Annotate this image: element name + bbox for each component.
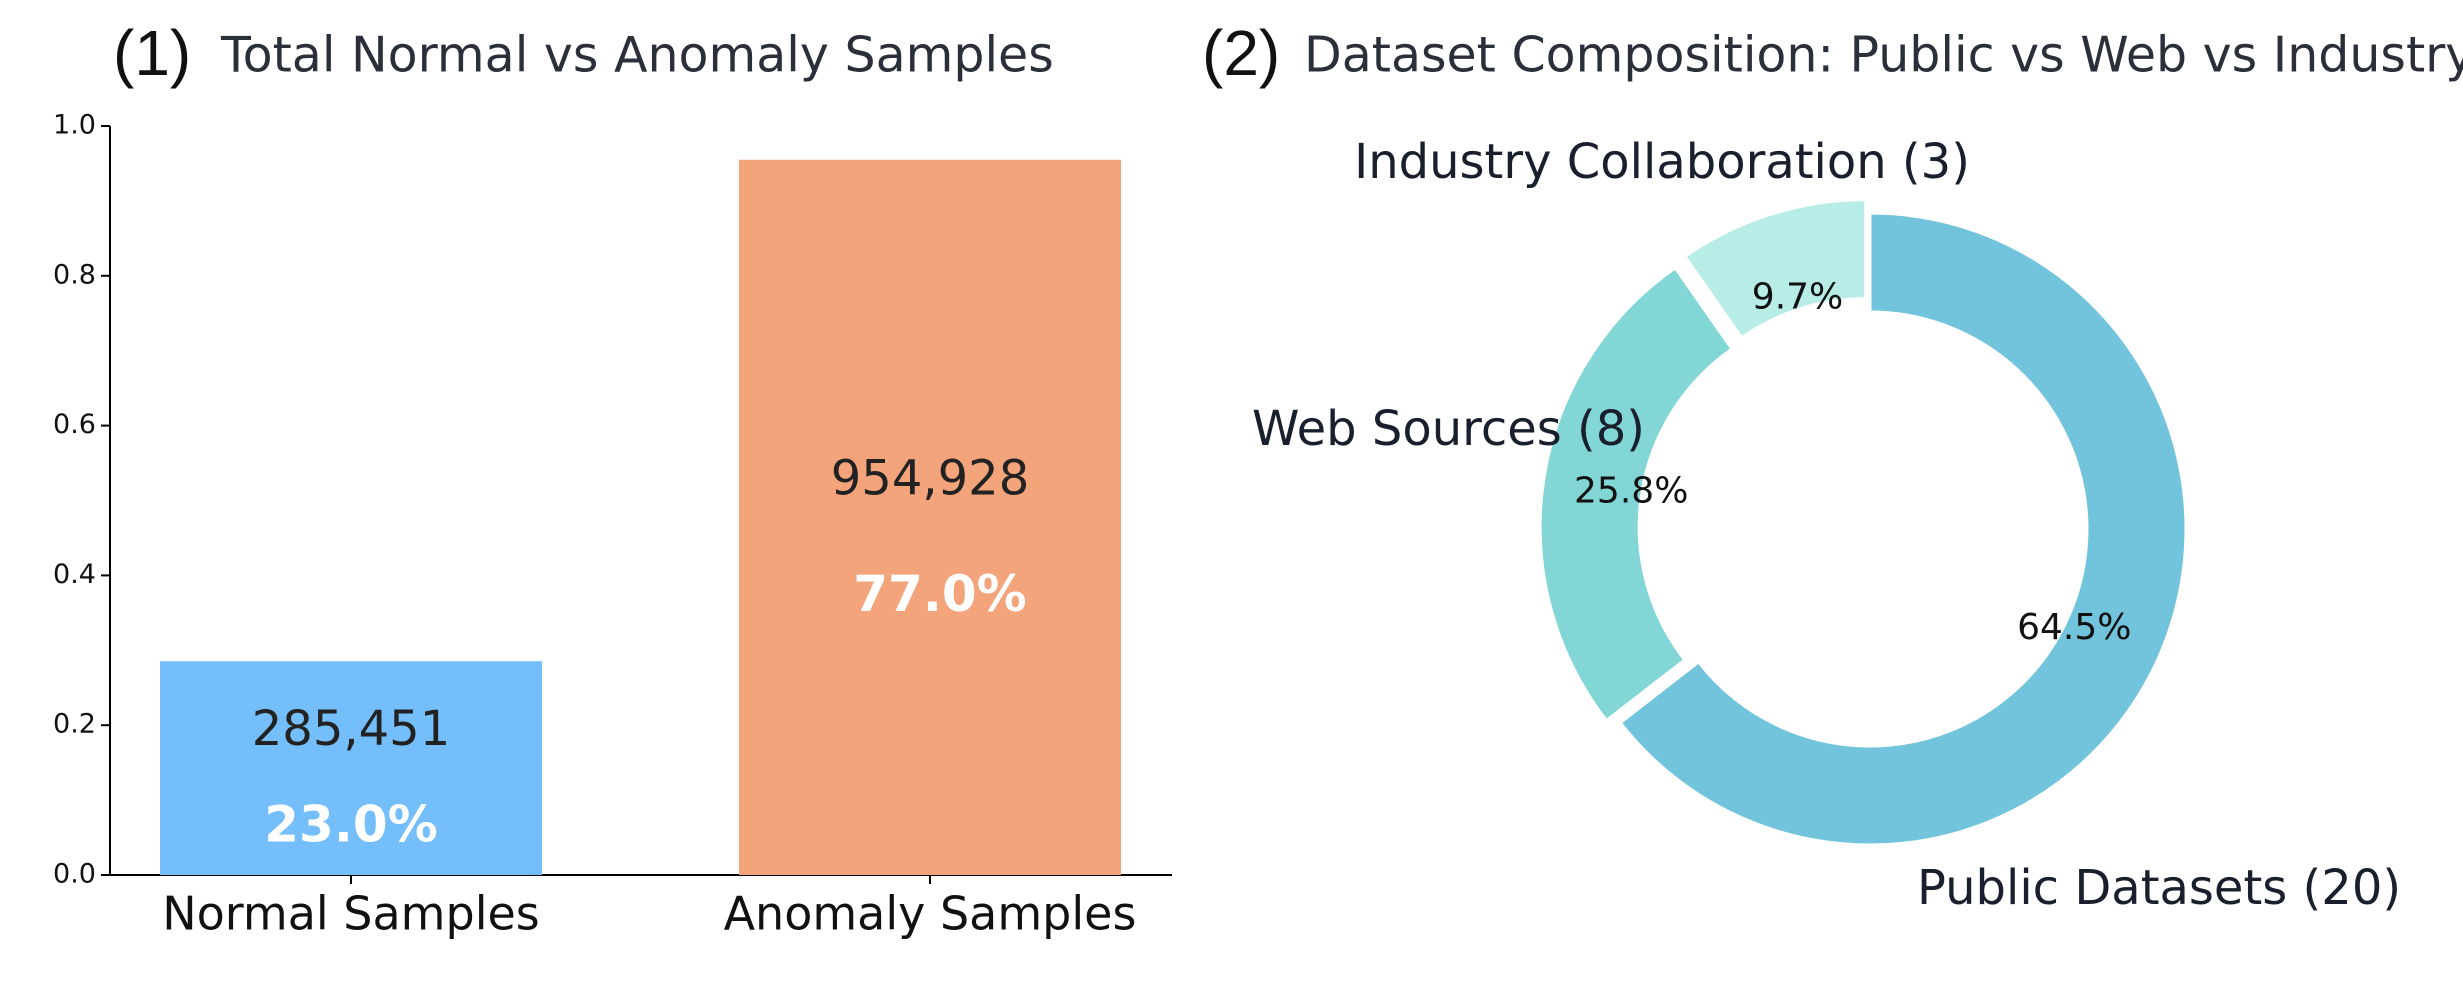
y-tick-label: 0.0 xyxy=(53,859,96,890)
chart-title: Dataset Composition: Public vs Web vs In… xyxy=(1304,27,2463,84)
bar xyxy=(739,159,1121,876)
donut-slice xyxy=(1618,211,2188,847)
share-label: 77.0% xyxy=(853,565,1026,623)
x-tick-label: Normal Samples xyxy=(162,887,540,941)
x-tick-label: Anomaly Samples xyxy=(724,887,1137,941)
y-tick-label: 0.6 xyxy=(53,409,96,440)
donut-slice xyxy=(1538,265,1735,723)
slice-percent: 25.8% xyxy=(1574,471,1688,512)
value-label: 285,451 xyxy=(252,701,451,757)
value-label: 954,928 xyxy=(831,450,1030,506)
panel-label: (2) xyxy=(1202,17,1280,89)
panel-label: (1) xyxy=(113,17,191,89)
y-tick-label: 0.8 xyxy=(53,259,96,290)
y-tick-label: 1.0 xyxy=(53,110,96,141)
donut-slice xyxy=(1682,198,1868,340)
share-label: 23.0% xyxy=(264,796,437,854)
slice-label: Web Sources (8) xyxy=(1252,401,1645,457)
slice-label: Public Datasets (20) xyxy=(1917,860,2401,916)
chart-title: Total Normal vs Anomaly Samples xyxy=(220,27,1054,84)
slice-percent: 64.5% xyxy=(2017,607,2131,648)
y-tick-label: 0.4 xyxy=(53,559,96,590)
bar xyxy=(160,661,542,875)
slice-percent: 9.7% xyxy=(1752,277,1843,318)
slice-label: Industry Collaboration (3) xyxy=(1354,134,1970,190)
y-tick-label: 0.2 xyxy=(53,709,96,740)
